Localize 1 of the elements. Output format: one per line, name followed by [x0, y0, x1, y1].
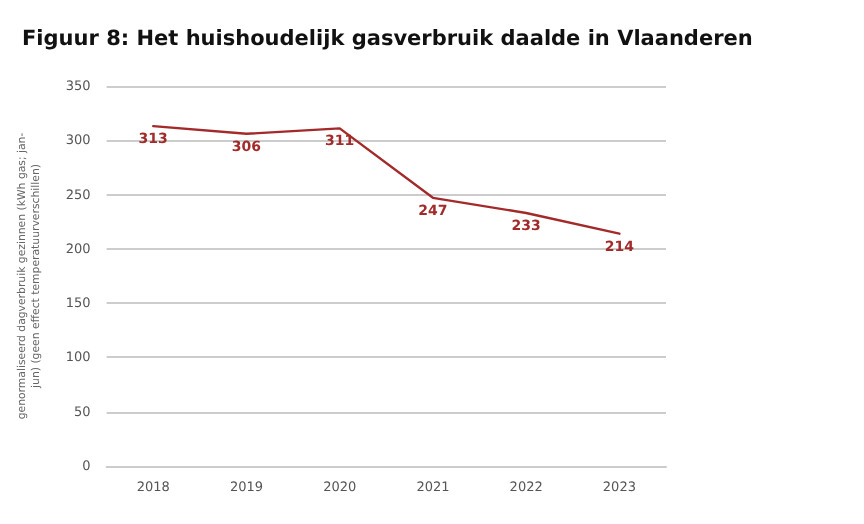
chart-title: Figuur 8: Het huishoudelijk gasverbruik daalde in Vlaanderen [22, 27, 753, 51]
